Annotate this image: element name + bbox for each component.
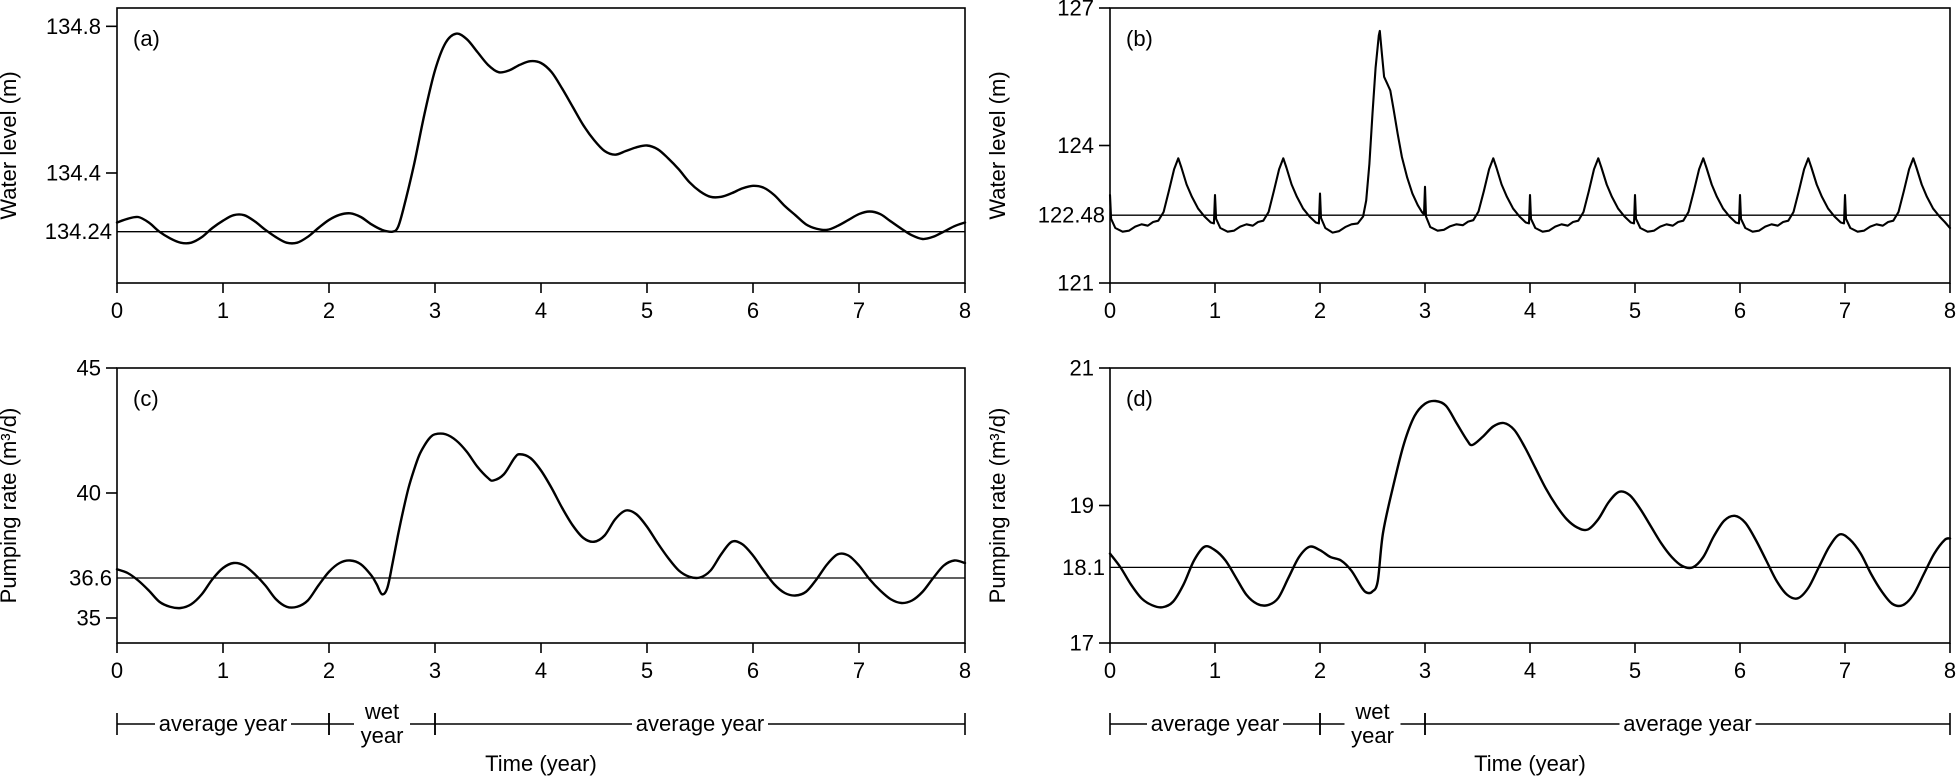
- x-tick-label: 8: [1944, 298, 1956, 323]
- x-tick-label: 4: [535, 298, 547, 323]
- bracket-label: wet: [1354, 699, 1389, 724]
- plot-border: [116, 7, 966, 284]
- y-tick-label: 121: [1057, 271, 1094, 296]
- x-tick-label: 6: [747, 658, 759, 683]
- bracket-label: average year: [159, 711, 287, 736]
- bracket-label: average year: [636, 711, 764, 736]
- reference-line-label: 134.24: [45, 219, 112, 244]
- panel-b-curve: [1108, 29, 1952, 234]
- y-tick-label: 127: [1057, 0, 1094, 21]
- y-tick-label: 134.4: [46, 161, 101, 186]
- x-tick-label: 0: [1104, 658, 1116, 683]
- reference-line-label: 18.1: [1062, 555, 1105, 580]
- panel-a-curve: [115, 32, 967, 245]
- panel-a: 134.24 134.8 134.4 0 1 2 3 4 5 6 7 8 (a) Water level …: [0, 0, 978, 345]
- panel-letter: (a): [133, 26, 160, 51]
- bracket-label: average year: [1623, 711, 1751, 736]
- x-tick-label: 1: [217, 298, 229, 323]
- x-tick-label: 1: [1209, 658, 1221, 683]
- bracket-label: wet: [364, 699, 399, 724]
- panel-b-svg: 122.48 127 124 121 0 1 2 3 4 5 6 7 8 (b) Water level (…: [985, 0, 1956, 323]
- plot-border: [1109, 367, 1951, 644]
- panel-letter: (c): [133, 386, 159, 411]
- y-tick-label: 17: [1070, 631, 1094, 656]
- x-tick-label: 7: [1839, 298, 1851, 323]
- y-tick-label: 35: [77, 606, 101, 631]
- x-tick-label: 1: [217, 658, 229, 683]
- x-tick-label: 5: [641, 658, 653, 683]
- x-axis-title: Time (year): [485, 751, 597, 776]
- x-tick-label: 2: [1314, 298, 1326, 323]
- x-tick-label: 6: [747, 298, 759, 323]
- panel-c: 36.6 45 40 35 0 1 2 3 4 5 6 7 8 (c) Pumping rate (m³/d…: [0, 345, 978, 783]
- x-tick-label: 6: [1734, 658, 1746, 683]
- plot-border: [116, 367, 966, 644]
- y-tick-label: 40: [77, 481, 101, 506]
- x-tick-label: 8: [1944, 658, 1956, 683]
- x-tick-label: 7: [853, 658, 865, 683]
- x-tick-label: 4: [535, 658, 547, 683]
- bracket-label: average year: [1151, 711, 1279, 736]
- x-tick-label: 8: [959, 298, 971, 323]
- reference-line-label: 36.6: [69, 566, 112, 591]
- y-tick-label: 134.8: [46, 14, 101, 39]
- x-tick-label: 4: [1524, 298, 1536, 323]
- reference-line-label: 122.48: [1038, 203, 1105, 228]
- y-axis-title: Pumping rate (m³/d): [985, 408, 1010, 604]
- x-tick-label: 5: [1629, 298, 1641, 323]
- y-axis-title: Pumping rate (m³/d): [0, 408, 21, 604]
- x-tick-label: 1: [1209, 298, 1221, 323]
- y-tick-label: 21: [1070, 356, 1094, 381]
- x-tick-label: 7: [1839, 658, 1851, 683]
- y-axis-title: Water level (m): [985, 71, 1010, 219]
- panel-d: 18.1 21 19 17 0 1 2 3 4 5 6 7 8 (d) Pumping rate (m³/d…: [978, 345, 1956, 783]
- panel-letter: (d): [1126, 386, 1153, 411]
- x-tick-label: 3: [429, 298, 441, 323]
- x-tick-label: 3: [1419, 658, 1431, 683]
- y-tick-label: 124: [1057, 133, 1094, 158]
- x-tick-label: 2: [1314, 658, 1326, 683]
- x-tick-label: 0: [111, 298, 123, 323]
- panel-d-svg: 18.1 21 19 17 0 1 2 3 4 5 6 7 8 (d) Pumping rate (m³/d…: [985, 356, 1956, 777]
- x-tick-label: 2: [323, 298, 335, 323]
- x-tick-label: 2: [323, 658, 335, 683]
- x-tick-label: 8: [959, 658, 971, 683]
- x-tick-label: 7: [853, 298, 865, 323]
- bracket-label: year: [1351, 723, 1394, 748]
- y-tick-label: 19: [1070, 493, 1094, 518]
- x-tick-label: 0: [111, 658, 123, 683]
- plot-border: [1109, 7, 1951, 284]
- x-tick-label: 6: [1734, 298, 1746, 323]
- bracket-label: year: [361, 723, 404, 748]
- panel-b: 122.48 127 124 121 0 1 2 3 4 5 6 7 8 (b) Water level (…: [978, 0, 1956, 345]
- x-tick-label: 5: [1629, 658, 1641, 683]
- y-axis-title: Water level (m): [0, 71, 21, 219]
- panel-letter: (b): [1126, 26, 1153, 51]
- x-tick-label: 5: [641, 298, 653, 323]
- x-tick-label: 0: [1104, 298, 1116, 323]
- x-tick-label: 3: [1419, 298, 1431, 323]
- x-axis-title: Time (year): [1474, 751, 1586, 776]
- y-tick-label: 45: [77, 356, 101, 381]
- x-tick-label: 3: [429, 658, 441, 683]
- panel-d-curve: [1108, 399, 1952, 609]
- x-tick-label: 4: [1524, 658, 1536, 683]
- panel-a-svg: 134.24 134.8 134.4 0 1 2 3 4 5 6 7 8 (a) Water level …: [0, 7, 971, 323]
- panel-c-curve: [115, 432, 967, 610]
